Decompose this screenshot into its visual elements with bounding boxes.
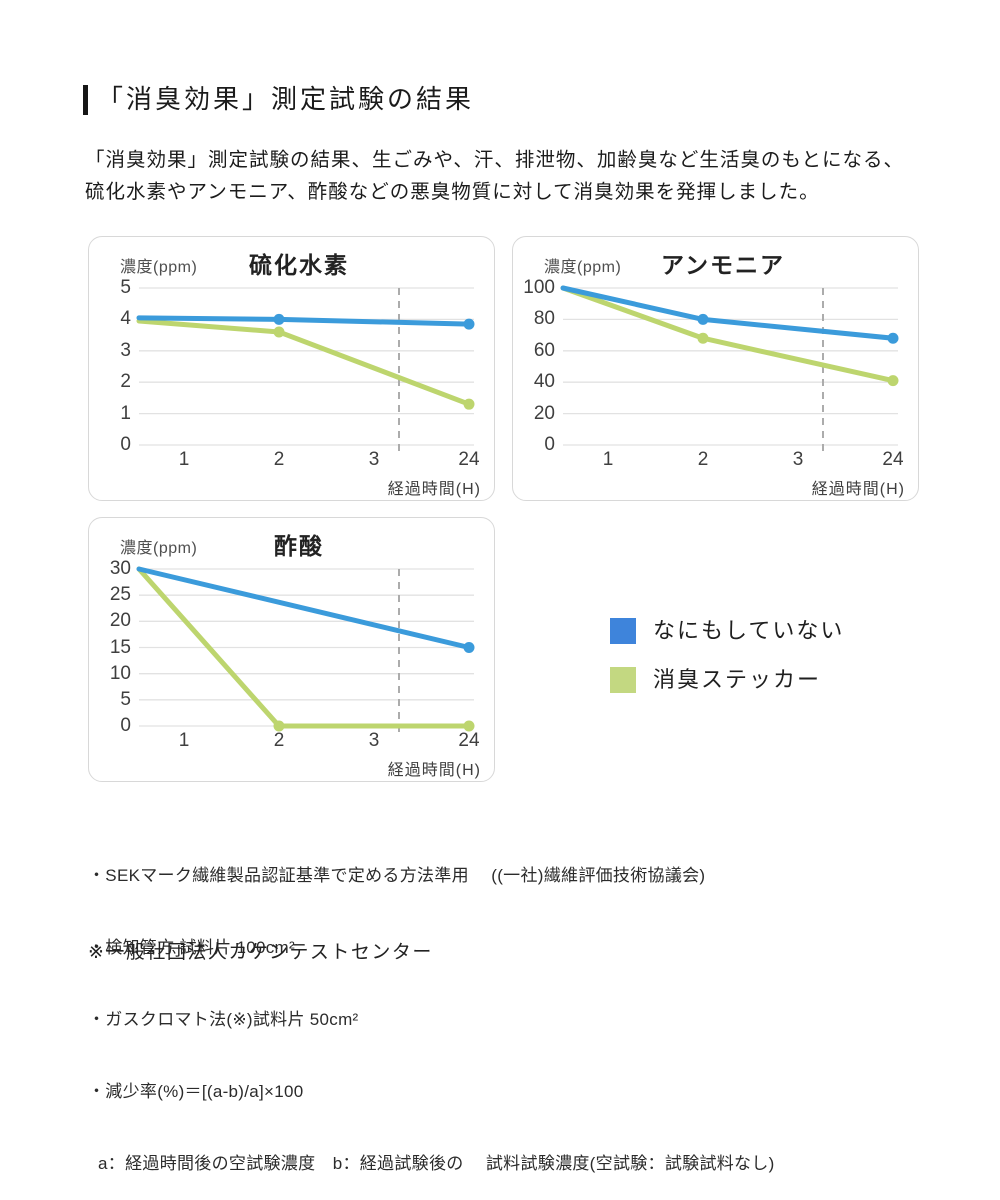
y-tick-label: 10 [109, 662, 131, 684]
data-point [273, 313, 285, 325]
y-axis-unit-label: 濃度(ppm) [120, 540, 198, 557]
chart-title: 硫化水素 [249, 252, 349, 278]
chart-card-ammonia: 濃度(ppm) アンモニア 0 20 40 60 80 100 1 2 3 24 経過時間(H) [512, 236, 919, 501]
chart-plot-area [136, 566, 475, 737]
intro-line: 「消臭効果」測定試験の結果、生ごみや、汗、排泄物、加齢臭など生活臭のもとになる、 [85, 149, 905, 171]
chart-plot-area [560, 285, 899, 456]
intro-line: 硫化水素やアンモニア、酢酸などの悪臭物質に対して消臭効果を発揮しました。 [85, 180, 820, 203]
footnote-line: ・ガスクロマト法(※)試料片 50cm² [88, 1010, 359, 1029]
y-tick-label: 25 [109, 584, 131, 606]
chart-title: アンモニア [660, 252, 786, 278]
y-tick-label: 5 [120, 277, 131, 298]
x-tick-label: 2 [273, 730, 285, 751]
page-title: 「消臭効果」測定試験の結果 [97, 84, 475, 114]
x-tick-label: 2 [697, 449, 709, 470]
data-point [463, 642, 475, 653]
y-axis-unit-label: 濃度(ppm) [544, 259, 622, 276]
data-point [887, 332, 899, 344]
data-point [273, 326, 285, 338]
x-tick-label: 2 [273, 449, 285, 470]
chart-card-acetic-acid: 濃度(ppm) 酢酸 0 5 10 15 20 25 30 1 2 3 24 経過時間(H) [88, 517, 495, 782]
y-tick-label: 40 [533, 371, 555, 393]
y-tick-label: 0 [120, 434, 131, 455]
chart-title: 酢酸 [274, 533, 324, 559]
series-line [560, 285, 896, 341]
y-tick-label: 100 [523, 277, 555, 298]
data-point [697, 332, 709, 344]
data-point [887, 375, 899, 387]
x-axis-label: 経過時間(H) [811, 481, 905, 498]
x-tick-label: 24 [458, 449, 480, 470]
data-point [273, 720, 285, 732]
series-line [136, 318, 472, 407]
chart-plot-area [136, 287, 475, 456]
legend: なにもしていない 消臭ステッカー [610, 618, 844, 716]
legend-label: 消臭ステッカー [653, 667, 822, 692]
intro-paragraph: 「消臭効果」測定試験の結果、生ごみや、汗、排泄物、加齢臭など生活臭のもとになる、… [85, 145, 904, 208]
y-tick-label: 2 [120, 371, 131, 393]
series-line [136, 566, 472, 650]
legend-label: なにもしていない [653, 618, 845, 643]
data-point [463, 398, 475, 410]
y-tick-label: 20 [533, 402, 555, 424]
x-tick-label: 1 [178, 449, 190, 470]
legend-item-untreated: なにもしていない [610, 618, 844, 644]
data-point [697, 313, 709, 325]
legend-swatch-deodorizing-sticker [610, 667, 636, 693]
page-header: 「消臭効果」測定試験の結果 [83, 84, 474, 115]
y-tick-label: 80 [533, 308, 555, 330]
y-tick-label: 20 [109, 610, 131, 632]
x-tick-label: 3 [792, 449, 804, 470]
data-point [463, 318, 475, 330]
footnote-line: ・SEKマーク繊維製品認証基準で定める方法準用 ((一社)繊維評価技術協議会) [88, 866, 706, 885]
legend-swatch-untreated [610, 618, 636, 644]
x-tick-label: 3 [368, 449, 380, 470]
y-axis-unit-label: 濃度(ppm) [120, 259, 198, 276]
data-point [463, 720, 475, 732]
x-tick-label: 3 [368, 730, 380, 751]
x-axis-label: 経過時間(H) [387, 481, 481, 498]
y-tick-label: 4 [120, 308, 131, 330]
x-tick-label: 1 [178, 730, 190, 751]
legend-item-deodorizing-sticker: 消臭ステッカー [610, 667, 844, 693]
y-tick-label: 5 [120, 688, 131, 710]
x-axis-label: 経過時間(H) [387, 762, 481, 779]
x-tick-label: 24 [458, 730, 480, 751]
y-tick-label: 60 [533, 339, 555, 361]
y-tick-label: 30 [109, 558, 131, 579]
x-tick-label: 24 [882, 449, 904, 470]
footnote-line: ・減少率(%)＝[(a-b)/a]×100 [88, 1082, 304, 1101]
source-note: ※一般社団法人カケンテストセンター [88, 942, 433, 963]
footnote-line: a：経過時間後の空試験濃度 b：経過試験後の 試料試験濃度(空試験：試験試料なし… [88, 1154, 775, 1173]
y-tick-label: 0 [120, 715, 131, 736]
chart-card-hydrogen-sulfide: 濃度(ppm) 硫化水素 0 1 2 3 4 5 1 2 3 24 経過時間(H) [88, 236, 495, 501]
title-accent-bar [83, 85, 88, 115]
footnotes: ・SEKマーク繊維製品認証基準で定める方法準用 ((一社)繊維評価技術協議会) … [88, 816, 775, 1200]
y-tick-label: 3 [120, 339, 131, 361]
footnote-line: ・検知管方 試料片 100cm² [88, 938, 295, 957]
y-tick-label: 15 [109, 636, 131, 658]
y-tick-label: 0 [544, 434, 555, 455]
x-tick-label: 1 [602, 449, 614, 470]
y-tick-label: 1 [120, 402, 131, 424]
